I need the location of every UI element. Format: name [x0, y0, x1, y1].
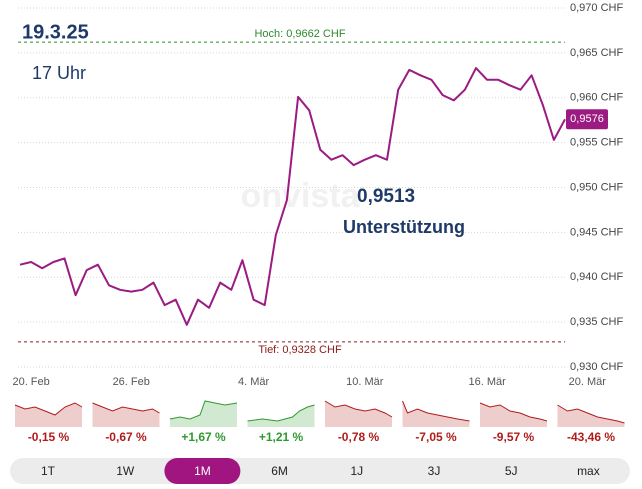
y-tick-label: 0,935 CHF: [570, 316, 623, 328]
performance-label: -0,15 %: [28, 430, 70, 444]
time: 17 Uhr: [32, 63, 86, 83]
high-label: Hoch: 0,9662 CHF: [254, 28, 345, 40]
performance-label: -0,78 %: [338, 430, 380, 444]
sparkline: [402, 400, 470, 422]
sparkline-area: [480, 403, 547, 427]
sparkline-area: [557, 405, 625, 427]
sparkline-area: [247, 405, 315, 427]
support-value: 0,9513: [357, 186, 415, 207]
sparkline: [92, 402, 160, 414]
x-tick-label: 20. Feb: [12, 376, 49, 388]
last-label: 0,9576: [570, 113, 604, 125]
x-tick-label: 26. Feb: [113, 376, 150, 388]
date: 19.3.25: [22, 21, 89, 43]
y-tick-label: 0,950 CHF: [570, 181, 623, 193]
sparkline: [14, 402, 83, 416]
y-tick-label: 0,945 CHF: [570, 226, 623, 238]
performance-label: -43,46 %: [567, 430, 615, 444]
x-tick-label: 20. Mär: [569, 376, 607, 388]
period-button[interactable]: 1T: [41, 464, 56, 478]
y-tick-label: 0,930 CHF: [570, 361, 623, 373]
sparkline: [479, 402, 548, 422]
performance-label: -9,57 %: [493, 430, 535, 444]
performance-label: +1,21 %: [259, 430, 304, 444]
performance-label: +1,67 %: [181, 430, 226, 444]
sparkline-area: [92, 403, 160, 427]
period-button[interactable]: 3J: [428, 464, 441, 478]
performance-label: -7,05 %: [415, 430, 457, 444]
period-button[interactable]: 5J: [505, 464, 518, 478]
sparkline-area: [402, 401, 470, 427]
performance-label: -0,67 %: [105, 430, 147, 444]
sparklines: [14, 400, 625, 424]
sparkline: [169, 400, 238, 420]
watermark: onvista: [240, 177, 360, 215]
sparkline-area: [15, 403, 82, 427]
y-tick-label: 0,955 CHF: [570, 137, 623, 149]
x-tick-label: 4. Mär: [238, 376, 270, 388]
sparkline: [557, 404, 625, 424]
y-tick-label: 0,965 CHF: [570, 47, 623, 59]
sparkline-area: [325, 401, 392, 427]
x-tick-label: 16. Mär: [468, 376, 506, 388]
period-button[interactable]: 6M: [271, 464, 288, 478]
period-bar: [10, 458, 630, 484]
y-tick-label: 0,960 CHF: [570, 92, 623, 104]
x-tick-label: 10. Mär: [346, 376, 384, 388]
y-tick-label: 0,940 CHF: [570, 271, 623, 283]
last-badge: [566, 109, 608, 130]
y-tick-label: 0,970 CHF: [570, 2, 623, 14]
period-button[interactable]: 1W: [116, 464, 135, 478]
period-selected: [164, 458, 241, 484]
period-button[interactable]: max: [577, 464, 600, 478]
period-button[interactable]: 1M: [194, 464, 211, 478]
support-text: Unterstützung: [343, 217, 465, 237]
sparkline: [247, 404, 315, 422]
sparkline-area: [170, 401, 237, 427]
low-label: Tief: 0,9328 CHF: [258, 344, 342, 356]
sparkline: [324, 400, 393, 418]
price-line: [19, 67, 566, 326]
period-button[interactable]: 1J: [350, 464, 363, 478]
